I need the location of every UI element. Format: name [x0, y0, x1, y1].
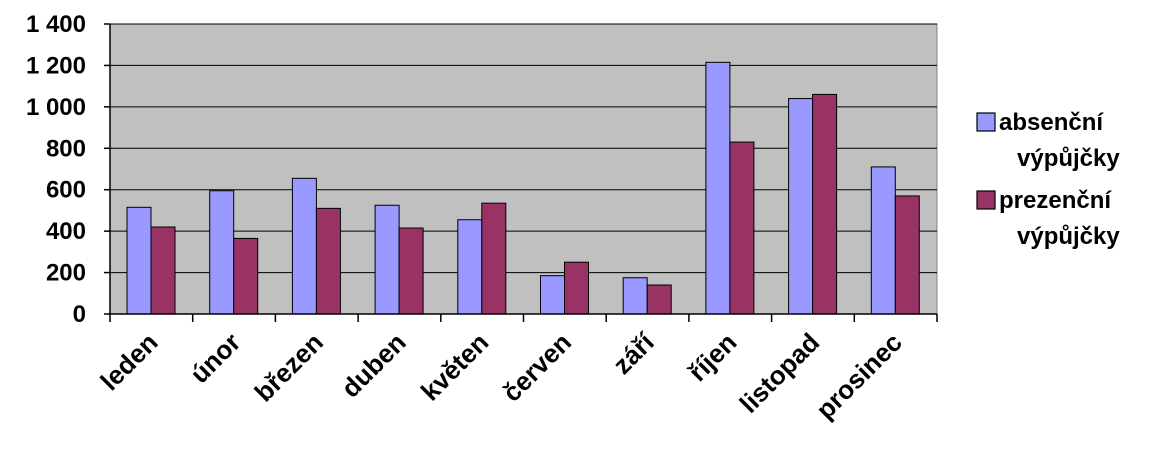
bar-prezencni-5: [564, 261, 589, 315]
y-tick-label: 600: [46, 177, 86, 204]
x-category-label: květen: [415, 327, 494, 406]
x-category-label: únor: [184, 327, 246, 389]
bars: [126, 61, 920, 315]
y-tick-label: 1 400: [26, 11, 86, 38]
y-tick-label: 0: [73, 301, 86, 328]
y-tick-label: 1 200: [26, 52, 86, 79]
y-tick-labels: 0 200 400 600 800 1 000 1 200 1 400: [26, 11, 86, 328]
x-category-label: červen: [497, 327, 577, 407]
bar-absencni-2: [291, 177, 317, 315]
y-tick-label: 200: [46, 260, 86, 287]
bar-absencni-7: [705, 61, 731, 315]
bar-prezencni-2: [315, 207, 341, 315]
legend-label: prezenční: [999, 187, 1112, 214]
x-category-label: březen: [249, 327, 329, 407]
x-category-labels: leden únor březen duben květen červen září říje…: [94, 326, 908, 424]
y-tick-label: 800: [46, 135, 86, 162]
bar-absencni-3: [374, 204, 400, 315]
x-category-label: říjen: [682, 327, 742, 387]
bar-prezencni-7: [729, 141, 755, 315]
bar-absencni-0: [126, 206, 152, 315]
legend-label: absenční: [999, 109, 1104, 136]
bar-absencni-9: [870, 166, 896, 315]
legend: absenční výpůjčky prezenční výpůjčky: [976, 109, 1120, 250]
axes: [104, 23, 938, 322]
bar-absencni-5: [540, 275, 565, 315]
bar-prezencni-0: [150, 226, 176, 315]
bar-absencni-6: [622, 277, 648, 315]
y-tick-label: 1 000: [26, 94, 86, 121]
bar-prezencni-6: [646, 284, 672, 315]
bar-prezencni-8: [812, 93, 838, 315]
bar-absencni-8: [788, 98, 814, 315]
bar-absencni-4: [457, 219, 483, 315]
legend-swatch: [976, 112, 996, 132]
x-category-label: leden: [94, 327, 163, 396]
x-category-label: září: [607, 326, 660, 379]
y-tick-label: 400: [46, 218, 86, 245]
x-category-label: duben: [335, 327, 411, 403]
legend-swatch: [976, 190, 996, 210]
legend-label: výpůjčky: [1017, 145, 1120, 172]
bar-prezencni-4: [481, 202, 507, 315]
bar-prezencni-1: [233, 237, 259, 315]
bar-prezencni-9: [894, 195, 920, 315]
bar-prezencni-3: [398, 227, 424, 315]
legend-label: výpůjčky: [1017, 223, 1120, 250]
x-category-label: prosinec: [810, 327, 908, 425]
bar-absencni-1: [209, 190, 235, 315]
